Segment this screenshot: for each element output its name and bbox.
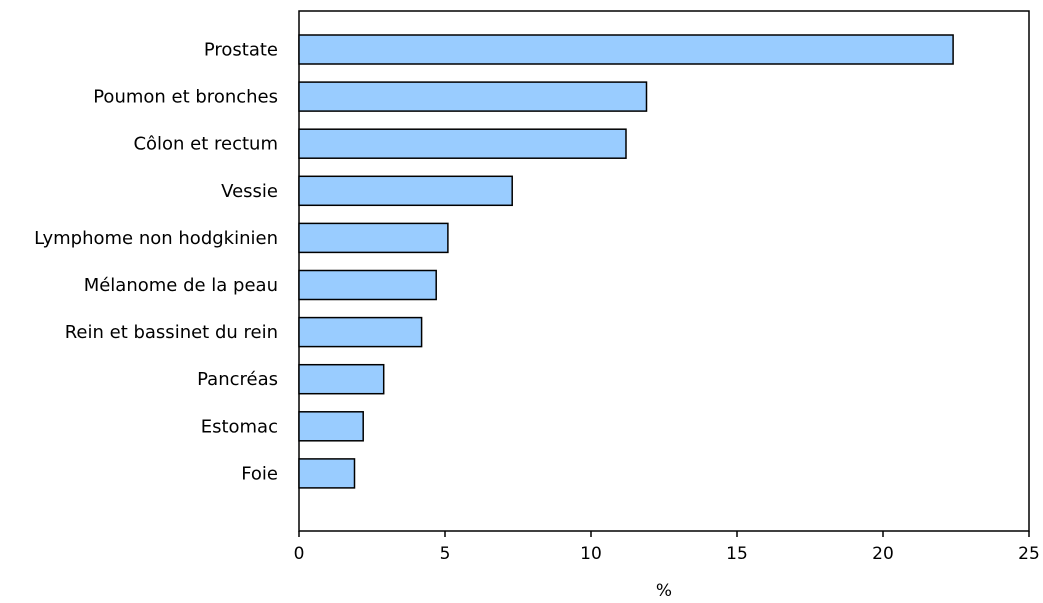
category-label: Lymphome non hodgkinien: [34, 228, 278, 249]
x-tick-label: 15: [726, 544, 748, 564]
bar: [298, 222, 449, 254]
category-label: Vessie: [221, 181, 278, 202]
category-label: Estomac: [201, 416, 278, 437]
bar: [298, 316, 423, 348]
x-tick-label: 5: [440, 544, 451, 564]
x-axis-title: %: [656, 581, 672, 601]
x-tick-label: 20: [872, 544, 894, 564]
bar: [298, 269, 437, 301]
bar: [298, 128, 627, 159]
category-label: Côlon et rectum: [133, 134, 278, 155]
bar: [298, 81, 648, 112]
category-label: Pancréas: [197, 369, 278, 390]
x-tick-label: 10: [580, 544, 602, 564]
bar: [298, 458, 356, 489]
category-label: Poumon et bronches: [93, 87, 278, 108]
x-axis-ticks: 0 5 10 15 20 25: [294, 531, 1040, 564]
category-label: Foie: [241, 463, 278, 484]
x-tick-label: 25: [1018, 544, 1040, 564]
bars-group: [298, 34, 954, 489]
bar: [298, 411, 364, 442]
bar: [298, 34, 954, 65]
category-label: Mélanome de la peau: [84, 275, 278, 296]
bar: [298, 363, 385, 395]
category-label: Prostate: [204, 40, 278, 61]
category-labels: Prostate Poumon et bronches Côlon et rectu…: [34, 40, 278, 485]
category-label: Rein et bassinet du rein: [65, 322, 278, 343]
x-tick-label: 0: [294, 544, 305, 564]
bar: [298, 175, 513, 207]
